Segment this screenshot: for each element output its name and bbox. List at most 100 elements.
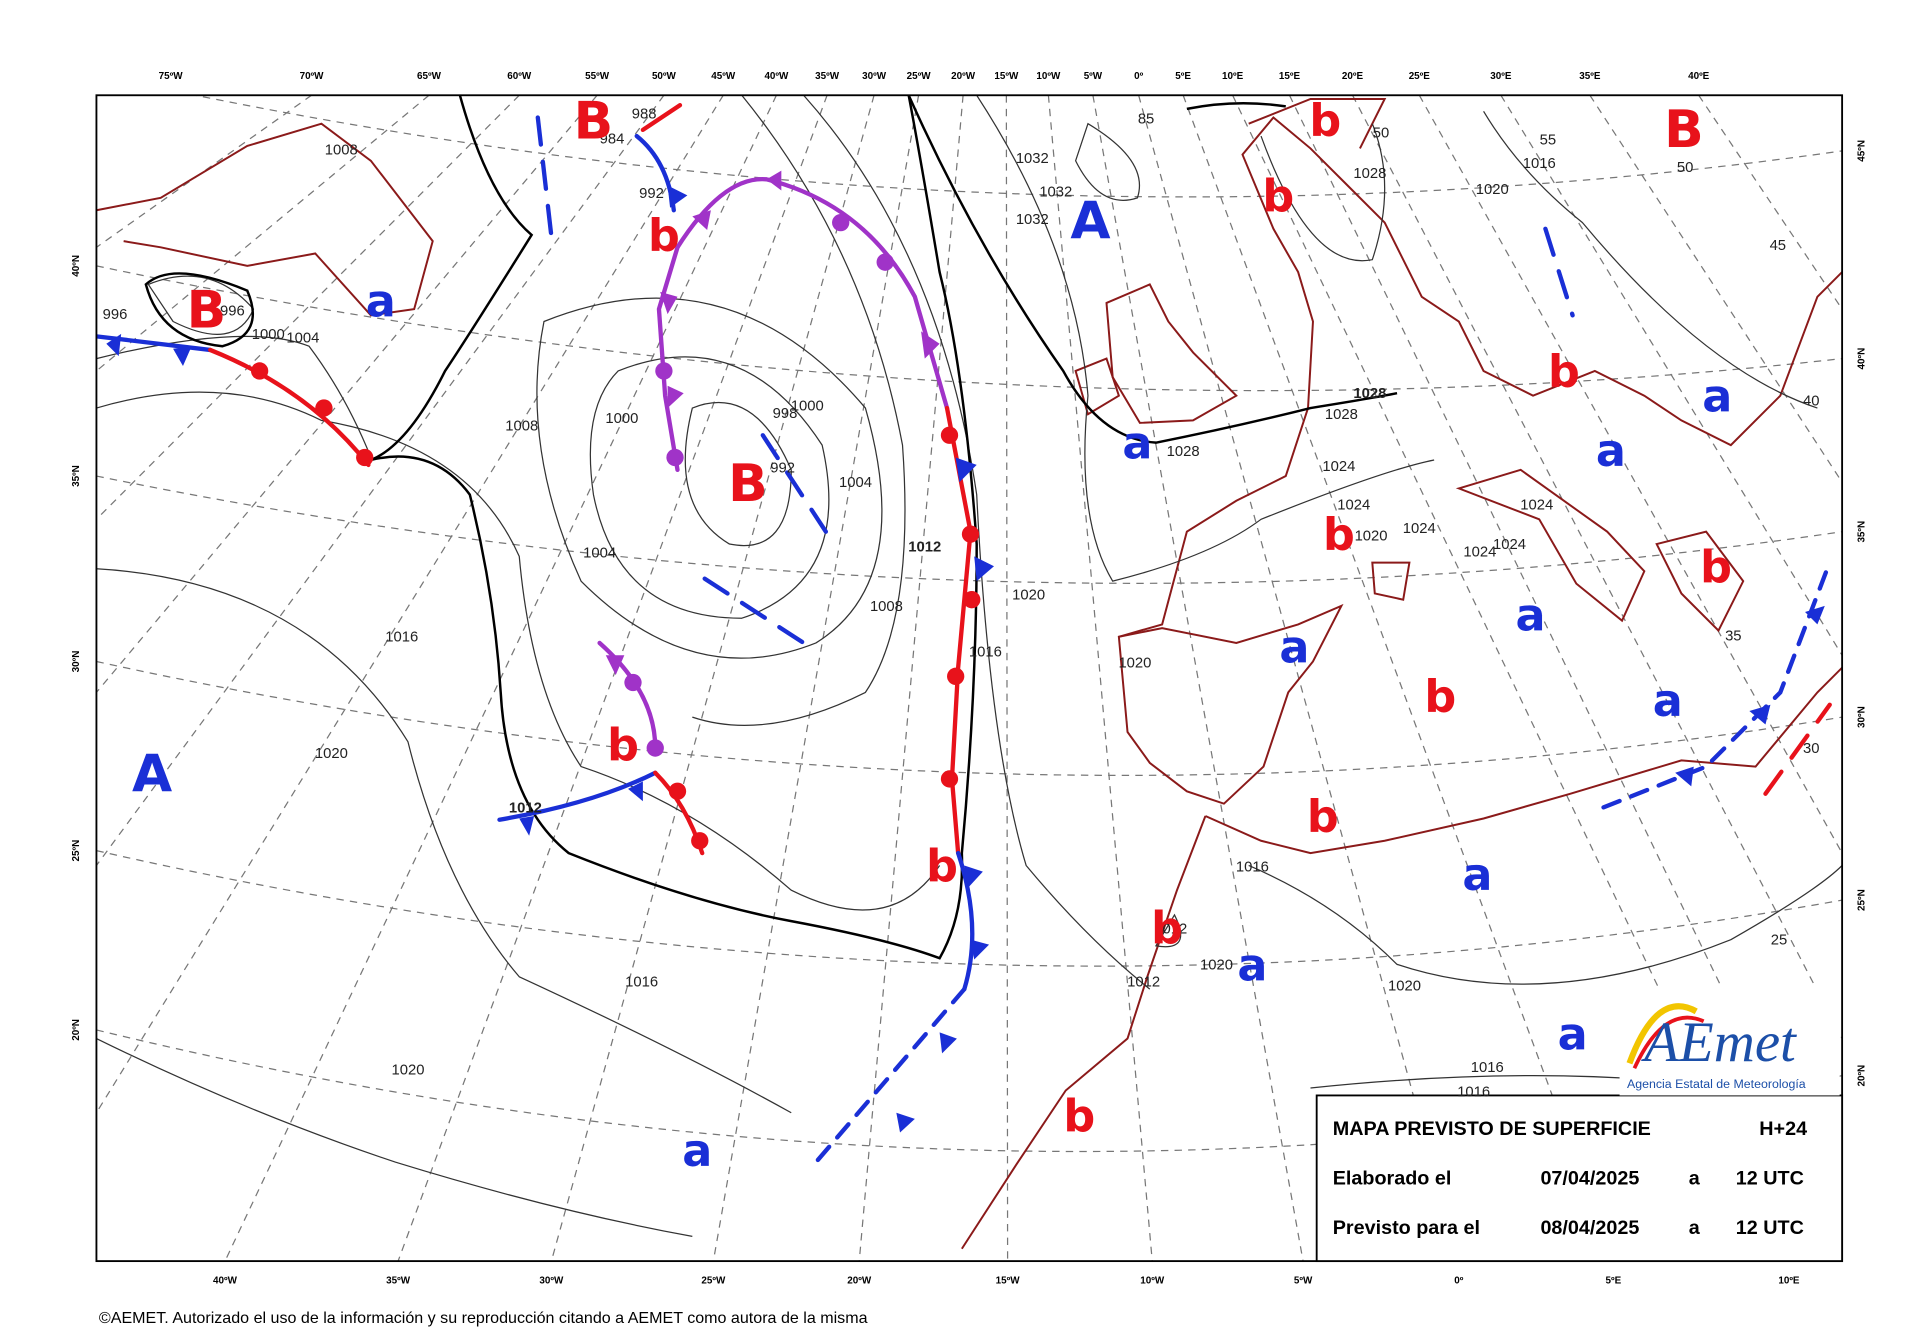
isobar-label: 984 [600, 131, 625, 147]
isobar-label: 1020 [391, 1062, 424, 1078]
longitude-label: 10ºW [1140, 1275, 1165, 1286]
logo-swoosh [1626, 1003, 1698, 1065]
pressure-system-label: b [1307, 792, 1339, 843]
longitude-label: 10ºE [1222, 71, 1244, 82]
isobar-label: 1024 [1322, 459, 1355, 475]
pressure-system-label: b [607, 720, 639, 771]
isobar-label: 1016 [1457, 1085, 1490, 1101]
isobar-label: 1020 [1355, 528, 1388, 544]
isobar-label: 55 [1540, 133, 1557, 149]
coastlines [96, 97, 1843, 1250]
pressure-system-label: b [1063, 1091, 1095, 1142]
isobar-label: 1024 [1493, 537, 1526, 553]
isobar-label: 1024 [1403, 521, 1436, 537]
isobar-label: 1032 [1016, 151, 1049, 167]
isobar-label: 992 [770, 460, 795, 476]
info-time: 12 UTC [1736, 1217, 1804, 1239]
pressure-system-label: b [1309, 96, 1341, 147]
latitude-label: 25ºN [71, 840, 82, 862]
isobar-label: 85 [1138, 112, 1155, 128]
pressure-system-label: a [1653, 676, 1683, 727]
isobar-label: 1028 [1353, 166, 1386, 182]
front-symbols [106, 170, 1825, 1133]
pressure-system-label: b [1700, 542, 1732, 593]
isobar-label: 35 [1725, 628, 1741, 644]
pressure-system-label: a [1462, 850, 1492, 901]
longitude-label: 60ºW [507, 71, 532, 82]
pressure-system-label: A [132, 744, 172, 804]
isobar-label: 996 [103, 307, 128, 323]
longitude-label: 0º [1134, 71, 1143, 82]
isobar-label: 1028 [1353, 386, 1386, 402]
isobar-label: 1032 [1039, 185, 1072, 201]
pressure-system-label: a [1702, 372, 1732, 423]
isobar-label: 1020 [1118, 656, 1151, 672]
pressure-system-label: b [926, 842, 958, 893]
pressure-system-label: B [728, 454, 768, 514]
pressure-system-label: B [1664, 100, 1704, 160]
pressure-system-label: a [1122, 419, 1152, 470]
isobar-label: 996 [220, 303, 245, 319]
longitude-label: 5ºW [1294, 1275, 1313, 1286]
map-frame [95, 94, 1844, 1263]
longitude-label: 20ºW [951, 71, 976, 82]
info-date: 08/04/2025 [1540, 1217, 1639, 1239]
isobar-label: 988 [632, 107, 657, 123]
info-box [1315, 1094, 1844, 1263]
isobar-label: 1012 [1127, 975, 1160, 991]
longitude-label: 30ºW [539, 1275, 564, 1286]
latitude-label: 20ºN [1856, 1065, 1867, 1087]
isobar-label: 1016 [969, 645, 1002, 661]
isobar-label: 40 [1803, 394, 1819, 410]
info-title: MAPA PREVISTO DE SUPERFICIE [1333, 1118, 1651, 1140]
footer: ©AEMET. Autorizado el uso de la informac… [99, 1309, 868, 1327]
longitude-label: 40ºW [213, 1275, 238, 1286]
longitude-label: 50ºW [652, 71, 677, 82]
latitude-label: 30ºN [1856, 706, 1867, 728]
isobar-label: 1016 [1523, 156, 1556, 172]
isobar-label: 1028 [1325, 407, 1358, 423]
longitude-label: 20ºW [847, 1275, 872, 1286]
longitude-label: 30ºE [1490, 71, 1512, 82]
isobar-label: 1016 [1471, 1060, 1504, 1076]
longitude-label: 45ºW [711, 71, 736, 82]
latitude-label: 35ºN [1856, 521, 1867, 543]
pressure-system-label: b [1424, 672, 1456, 723]
isobar-label: 998 [773, 406, 798, 422]
isobar-label: 1012 [509, 800, 542, 816]
pressure-system-label: b [1151, 903, 1183, 954]
isobar-label: 30 [1803, 741, 1819, 757]
info-date: 07/04/2025 [1540, 1167, 1639, 1189]
isobar-label: 1016 [385, 630, 418, 646]
isobar-label: 1012 [908, 539, 941, 555]
longitude-label: 40ºW [764, 71, 789, 82]
longitude-label: 0º [1454, 1275, 1463, 1286]
isobar-label: 992 [639, 186, 664, 202]
longitude-label: 40ºE [1688, 71, 1710, 82]
isobar-label: 50 [1373, 125, 1390, 141]
isobar-label: 50 [1677, 160, 1694, 176]
longitude-label: 35ºE [1579, 71, 1601, 82]
isobar-label: 1024 [1520, 497, 1553, 513]
isobar-label: 1004 [839, 475, 872, 491]
isobar-label: 1028 [1167, 444, 1200, 460]
isobar-label: 45 [1770, 238, 1787, 254]
longitude-label: 25ºE [1409, 71, 1431, 82]
longitude-label: 10ºW [1036, 71, 1061, 82]
isobar-label: 1024 [1463, 544, 1496, 560]
latitude-label: 35ºN [71, 465, 82, 487]
logo-background [1619, 986, 1840, 1096]
isobar-label: 1000 [791, 399, 824, 415]
isobar-label: 1020 [1012, 588, 1045, 604]
pressure-system-label: b [1548, 347, 1580, 398]
pressure-system-label: a [682, 1126, 712, 1177]
info-label: Elaborado el [1333, 1167, 1452, 1189]
isobar-label: 1004 [286, 331, 319, 347]
logo: AEmet Agencia Estatal de Meteorología [1619, 986, 1840, 1096]
latitude-label: 20ºN [71, 1019, 82, 1041]
graticule [96, 95, 1843, 1262]
longitude-label: 5ºE [1175, 71, 1191, 82]
longitude-label: 25ºW [701, 1275, 726, 1286]
longitude-label: 10ºE [1778, 1275, 1800, 1286]
